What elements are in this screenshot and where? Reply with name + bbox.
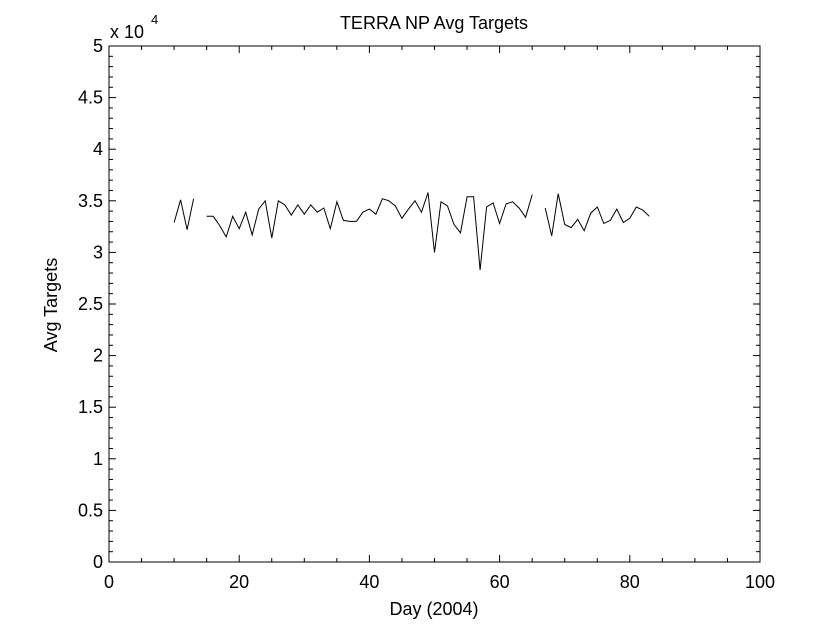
x-axis-label: Day (2004): [389, 599, 478, 619]
series-line-segment: [544, 193, 650, 237]
y-tick-label: 0: [93, 552, 103, 572]
y-axis-label: Avg Targets: [41, 258, 61, 352]
plot-area-frame: [108, 45, 761, 563]
series-group: [173, 192, 650, 270]
y-tick-label: 1: [93, 449, 103, 469]
x-tick-label: 100: [745, 572, 775, 592]
y-tick-label: 1.5: [78, 397, 103, 417]
y-tick-label: 0.5: [78, 500, 103, 520]
y-tick-label: 2.5: [78, 294, 103, 314]
y-multiplier-exponent: 4: [151, 12, 158, 27]
series-line-segment: [206, 192, 533, 270]
series-line-segment: [173, 198, 195, 230]
y-tick-label: 3.5: [78, 191, 103, 211]
y-tick-label: 4.5: [78, 88, 103, 108]
chart-title: TERRA NP Avg Targets: [340, 13, 528, 33]
x-tick-label: 80: [620, 572, 640, 592]
y-tick-label: 5: [93, 36, 103, 56]
x-tick-label: 40: [359, 572, 379, 592]
y-tick-label: 4: [93, 139, 103, 159]
x-tick-label: 60: [490, 572, 510, 592]
y-tick-label: 2: [93, 346, 103, 366]
tick-labels: 0 20 40 60 80 100 0 0.5 1 1.5 2 2.5 3 3.5 4 4.5 5: [78, 36, 775, 592]
y-tick-label: 3: [93, 242, 103, 262]
x-tick-label: 20: [229, 572, 249, 592]
x-tick-label: 0: [104, 572, 114, 592]
y-multiplier-base: x 10: [110, 22, 144, 42]
y-axis-multiplier: x 10 4: [110, 12, 158, 42]
